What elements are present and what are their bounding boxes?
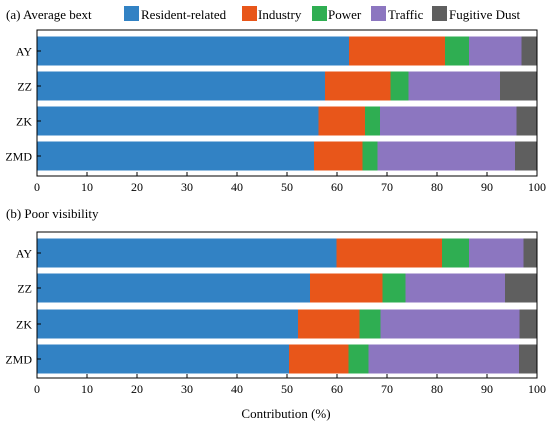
panel-poor-visibility: (b) Poor visibility AY ZZ ZK ZMD 0 10 20 30 40 50… xyxy=(5,206,546,396)
bar-segment xyxy=(405,273,505,303)
bar-segment xyxy=(500,71,537,101)
legend-swatch xyxy=(312,6,327,21)
bar-segment xyxy=(521,36,537,66)
bar-segment xyxy=(298,309,360,339)
bar-segment xyxy=(359,309,381,339)
bar-segment xyxy=(380,106,517,136)
category-label: AY xyxy=(16,247,33,261)
bar-segment xyxy=(368,344,519,374)
x-tick-label: 10 xyxy=(81,382,93,396)
x-tick-label: 100 xyxy=(528,180,546,194)
bar-segment xyxy=(442,238,469,268)
x-tick-label: 90 xyxy=(481,382,493,396)
x-tick-label: 60 xyxy=(331,180,343,194)
bar-segment xyxy=(380,309,520,339)
x-tick-label: 10 xyxy=(81,180,93,194)
category-label: ZZ xyxy=(17,282,32,296)
bar-segment xyxy=(310,273,383,303)
bar-segment xyxy=(325,71,391,101)
x-tick-label: 70 xyxy=(381,382,393,396)
category-label: ZK xyxy=(16,115,32,129)
bar-segment xyxy=(318,106,365,136)
x-tick-label: 30 xyxy=(181,180,193,194)
bar-segment xyxy=(519,344,537,374)
panel-average-bext: (a) Average bext AY ZZ ZK ZMD 0 10 20 30 40 50 60 7… xyxy=(5,7,546,194)
legend-swatch xyxy=(242,6,257,21)
bar-segment xyxy=(336,238,442,268)
x-tick-label: 40 xyxy=(231,180,243,194)
legend-swatch xyxy=(371,6,386,21)
bar-segment xyxy=(289,344,349,374)
bar-segment xyxy=(519,309,537,339)
legend-label: Resident-related xyxy=(141,7,227,22)
bar-segment xyxy=(37,273,310,303)
bar-segment xyxy=(515,141,537,171)
x-tick-label: 50 xyxy=(281,180,293,194)
bar-segment xyxy=(37,36,349,66)
x-tick-label: 0 xyxy=(34,180,40,194)
bar-segment xyxy=(349,36,445,66)
bar-segment xyxy=(523,238,537,268)
bar-segment xyxy=(362,141,378,171)
category-label: ZZ xyxy=(17,80,32,94)
bar-segment xyxy=(37,309,298,339)
category-label: ZK xyxy=(16,318,32,332)
bar-segment xyxy=(445,36,469,66)
bar-segment xyxy=(314,141,363,171)
x-tick-label: 40 xyxy=(231,382,243,396)
bar-segment xyxy=(469,36,522,66)
x-tick-label: 70 xyxy=(381,180,393,194)
x-tick-label: 20 xyxy=(131,180,143,194)
category-label: ZMD xyxy=(5,150,32,164)
legend-label: Industry xyxy=(258,7,302,22)
bar-segment xyxy=(382,273,406,303)
bar-segment xyxy=(37,344,289,374)
x-tick-label: 100 xyxy=(528,382,546,396)
bar-segment xyxy=(516,106,537,136)
legend-label: Fugitive Dust xyxy=(449,7,521,22)
bar-segment xyxy=(348,344,369,374)
category-label: AY xyxy=(16,45,33,59)
legend: Resident-related Industry Power Traffic Fugi… xyxy=(124,6,521,22)
x-tick-label: 0 xyxy=(34,382,40,396)
bar-segment xyxy=(390,71,409,101)
panel-b-title: (b) Poor visibility xyxy=(6,206,99,221)
category-label: ZMD xyxy=(5,353,32,367)
bar-segment xyxy=(408,71,500,101)
bar-segment xyxy=(365,106,380,136)
bar-segment xyxy=(377,141,515,171)
bar-segment xyxy=(37,238,337,268)
panel-a-title: (a) Average bext xyxy=(6,7,92,22)
bar-segment xyxy=(505,273,537,303)
x-tick-label: 50 xyxy=(281,382,293,396)
x-tick-label: 60 xyxy=(331,382,343,396)
legend-label: Power xyxy=(328,7,362,22)
x-tick-label: 20 xyxy=(131,382,143,396)
x-tick-label: 80 xyxy=(431,180,443,194)
x-tick-label: 30 xyxy=(181,382,193,396)
bar-segment xyxy=(37,71,325,101)
x-axis-label: Contribution (%) xyxy=(241,406,330,421)
legend-swatch xyxy=(432,6,447,21)
legend-label: Traffic xyxy=(388,7,424,22)
x-tick-label: 90 xyxy=(481,180,493,194)
bar-segment xyxy=(469,238,524,268)
bar-segment xyxy=(37,106,319,136)
x-tick-label: 80 xyxy=(431,382,443,396)
bar-segment xyxy=(37,141,314,171)
legend-swatch xyxy=(124,6,139,21)
